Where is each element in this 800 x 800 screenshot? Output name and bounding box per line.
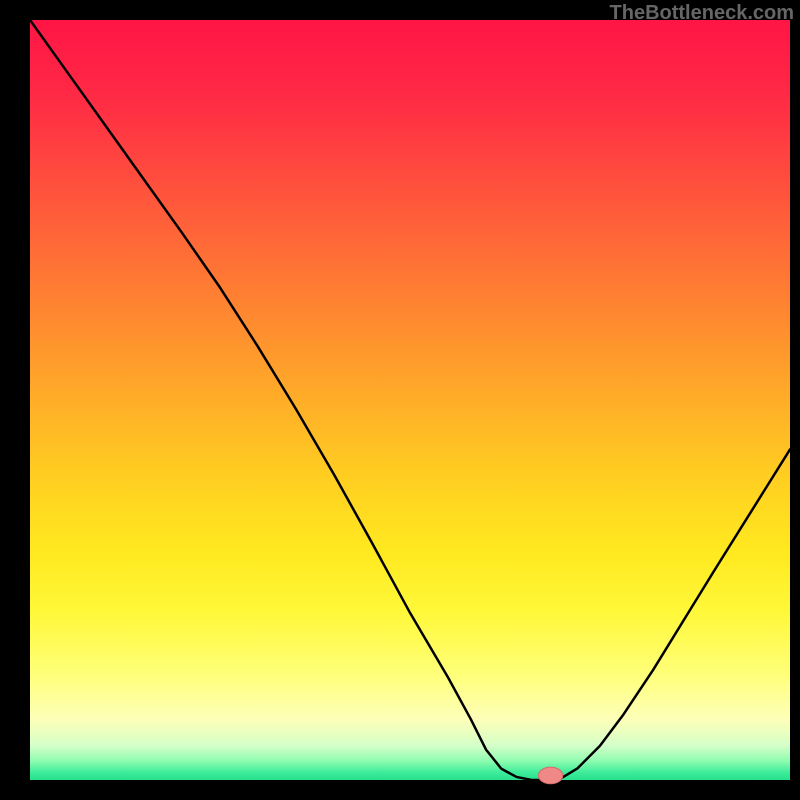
- chart-container: TheBottleneck.com: [0, 0, 800, 800]
- plot-background: [30, 20, 790, 780]
- bottleneck-chart: [0, 0, 800, 800]
- watermark-text: TheBottleneck.com: [610, 2, 794, 25]
- optimal-marker: [538, 767, 562, 784]
